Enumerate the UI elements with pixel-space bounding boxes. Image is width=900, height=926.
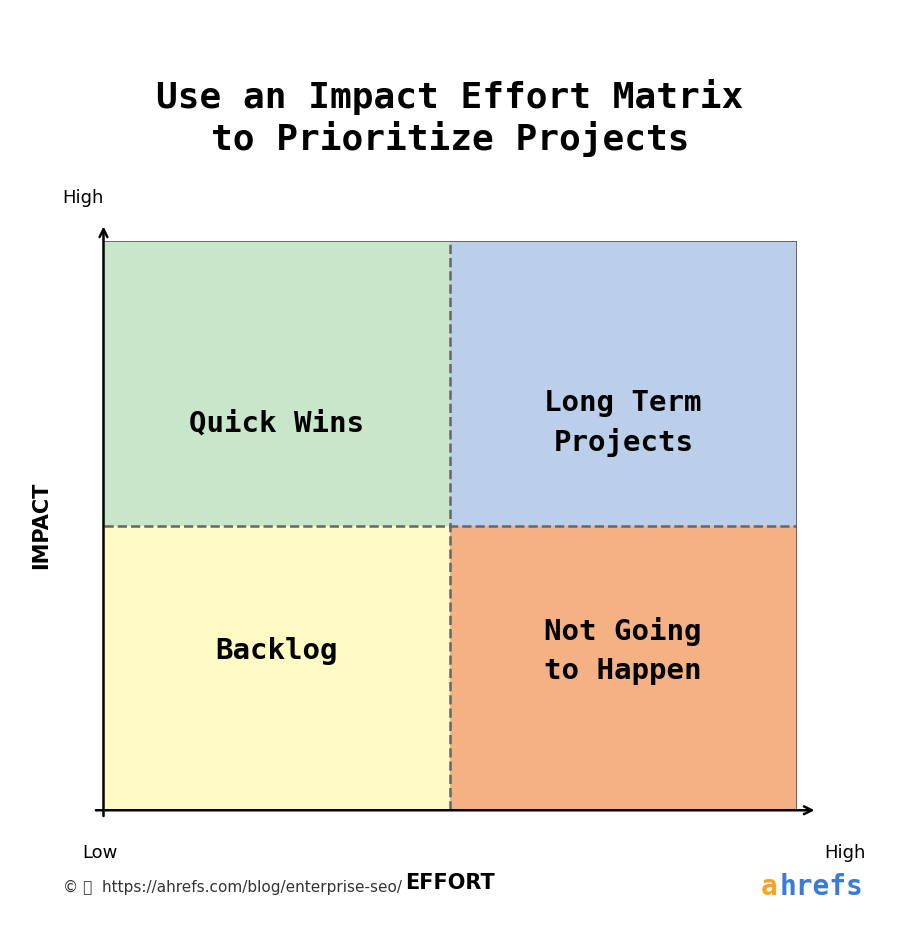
Text: Low: Low (82, 845, 118, 862)
Text: hrefs: hrefs (779, 873, 863, 901)
Text: to Prioritize Projects: to Prioritize Projects (211, 121, 689, 156)
Bar (450, 525, 796, 810)
Text: Backlog: Backlog (215, 637, 338, 665)
Text: Quick Wins: Quick Wins (189, 409, 364, 437)
Text: IMPACT: IMPACT (32, 482, 51, 569)
Text: High: High (62, 189, 104, 206)
Bar (450, 241, 796, 525)
Bar (104, 241, 450, 525)
Text: Long Term
Projects: Long Term Projects (544, 389, 702, 457)
Bar (104, 525, 450, 810)
Text: EFFORT: EFFORT (405, 873, 495, 893)
Text: Use an Impact Effort Matrix: Use an Impact Effort Matrix (157, 80, 743, 115)
Text: High: High (824, 845, 866, 862)
Text: Not Going
to Happen: Not Going to Happen (544, 617, 702, 685)
Text: a: a (760, 873, 778, 901)
Text: © ⓘ  https://ahrefs.com/blog/enterprise-seo/: © ⓘ https://ahrefs.com/blog/enterprise-s… (63, 880, 402, 895)
